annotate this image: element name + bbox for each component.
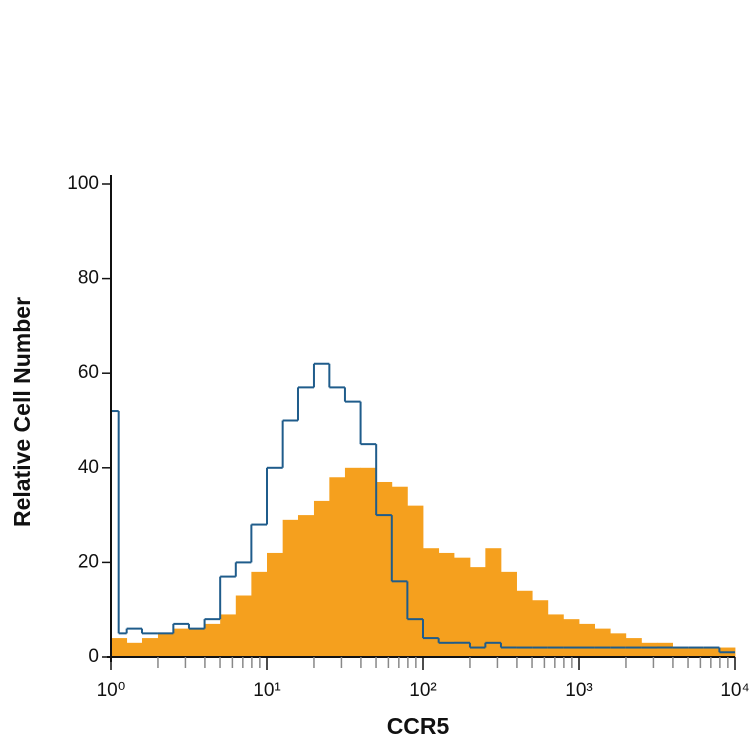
histogram-bar: [656, 642, 673, 657]
histogram-bar: [126, 642, 143, 657]
histogram-bar: [610, 633, 627, 657]
histogram-bar: [297, 515, 315, 657]
y-tick-label: 40: [78, 457, 99, 478]
y-tick-label: 100: [67, 173, 99, 194]
histogram-bar: [563, 619, 580, 657]
histogram-bar: [703, 647, 720, 657]
histogram-bar: [688, 647, 705, 657]
histogram-bar: [407, 505, 424, 657]
histogram-bar: [329, 477, 346, 657]
histogram-bar: [360, 467, 377, 657]
histogram-bar: [453, 557, 471, 657]
histogram-bar: [423, 548, 440, 657]
y-tick-label: 0: [88, 646, 99, 667]
histogram-bar: [173, 628, 190, 657]
histogram-bar: [500, 571, 517, 657]
histogram-bar: [141, 638, 159, 657]
histogram-bar: [282, 519, 299, 657]
x-tick-label: 10¹: [253, 680, 280, 701]
histogram-bar: [111, 638, 120, 657]
histogram-bar: [188, 628, 205, 657]
x-tick-label: 10⁴: [720, 680, 749, 701]
x-axis-title: CCR5: [387, 713, 450, 739]
y-tick-label: 60: [78, 362, 99, 383]
x-tick-label: 10³: [565, 680, 592, 701]
histogram-bar: [672, 647, 689, 657]
x-tick-label: 10²: [409, 680, 436, 701]
histogram-bar: [485, 548, 502, 657]
x-tick-label: 10⁰: [97, 680, 126, 701]
histogram-bar: [267, 552, 284, 657]
histogram-bar: [313, 500, 330, 657]
histogram-bar: [220, 614, 237, 657]
histogram-bar: [235, 595, 252, 657]
histogram-bar: [516, 590, 533, 657]
histogram-bar: [376, 481, 393, 657]
histogram-bar: [391, 486, 408, 657]
y-axis-title: Relative Cell Number: [9, 297, 35, 527]
histogram-bar: [157, 633, 174, 657]
histogram-bar: [579, 623, 596, 657]
histogram-bar: [641, 642, 658, 657]
histogram-bar: [594, 628, 611, 657]
y-tick-label: 20: [78, 551, 99, 572]
histogram-bar: [438, 552, 455, 657]
histogram-bar: [251, 571, 268, 657]
histogram-bar: [204, 623, 221, 657]
histogram-bar: [532, 600, 549, 657]
histogram-bar: [344, 467, 361, 657]
y-tick-label: 80: [78, 268, 99, 289]
histogram-bar: [118, 638, 128, 657]
histogram-bar: [547, 614, 564, 657]
histogram-bar: [469, 567, 486, 657]
